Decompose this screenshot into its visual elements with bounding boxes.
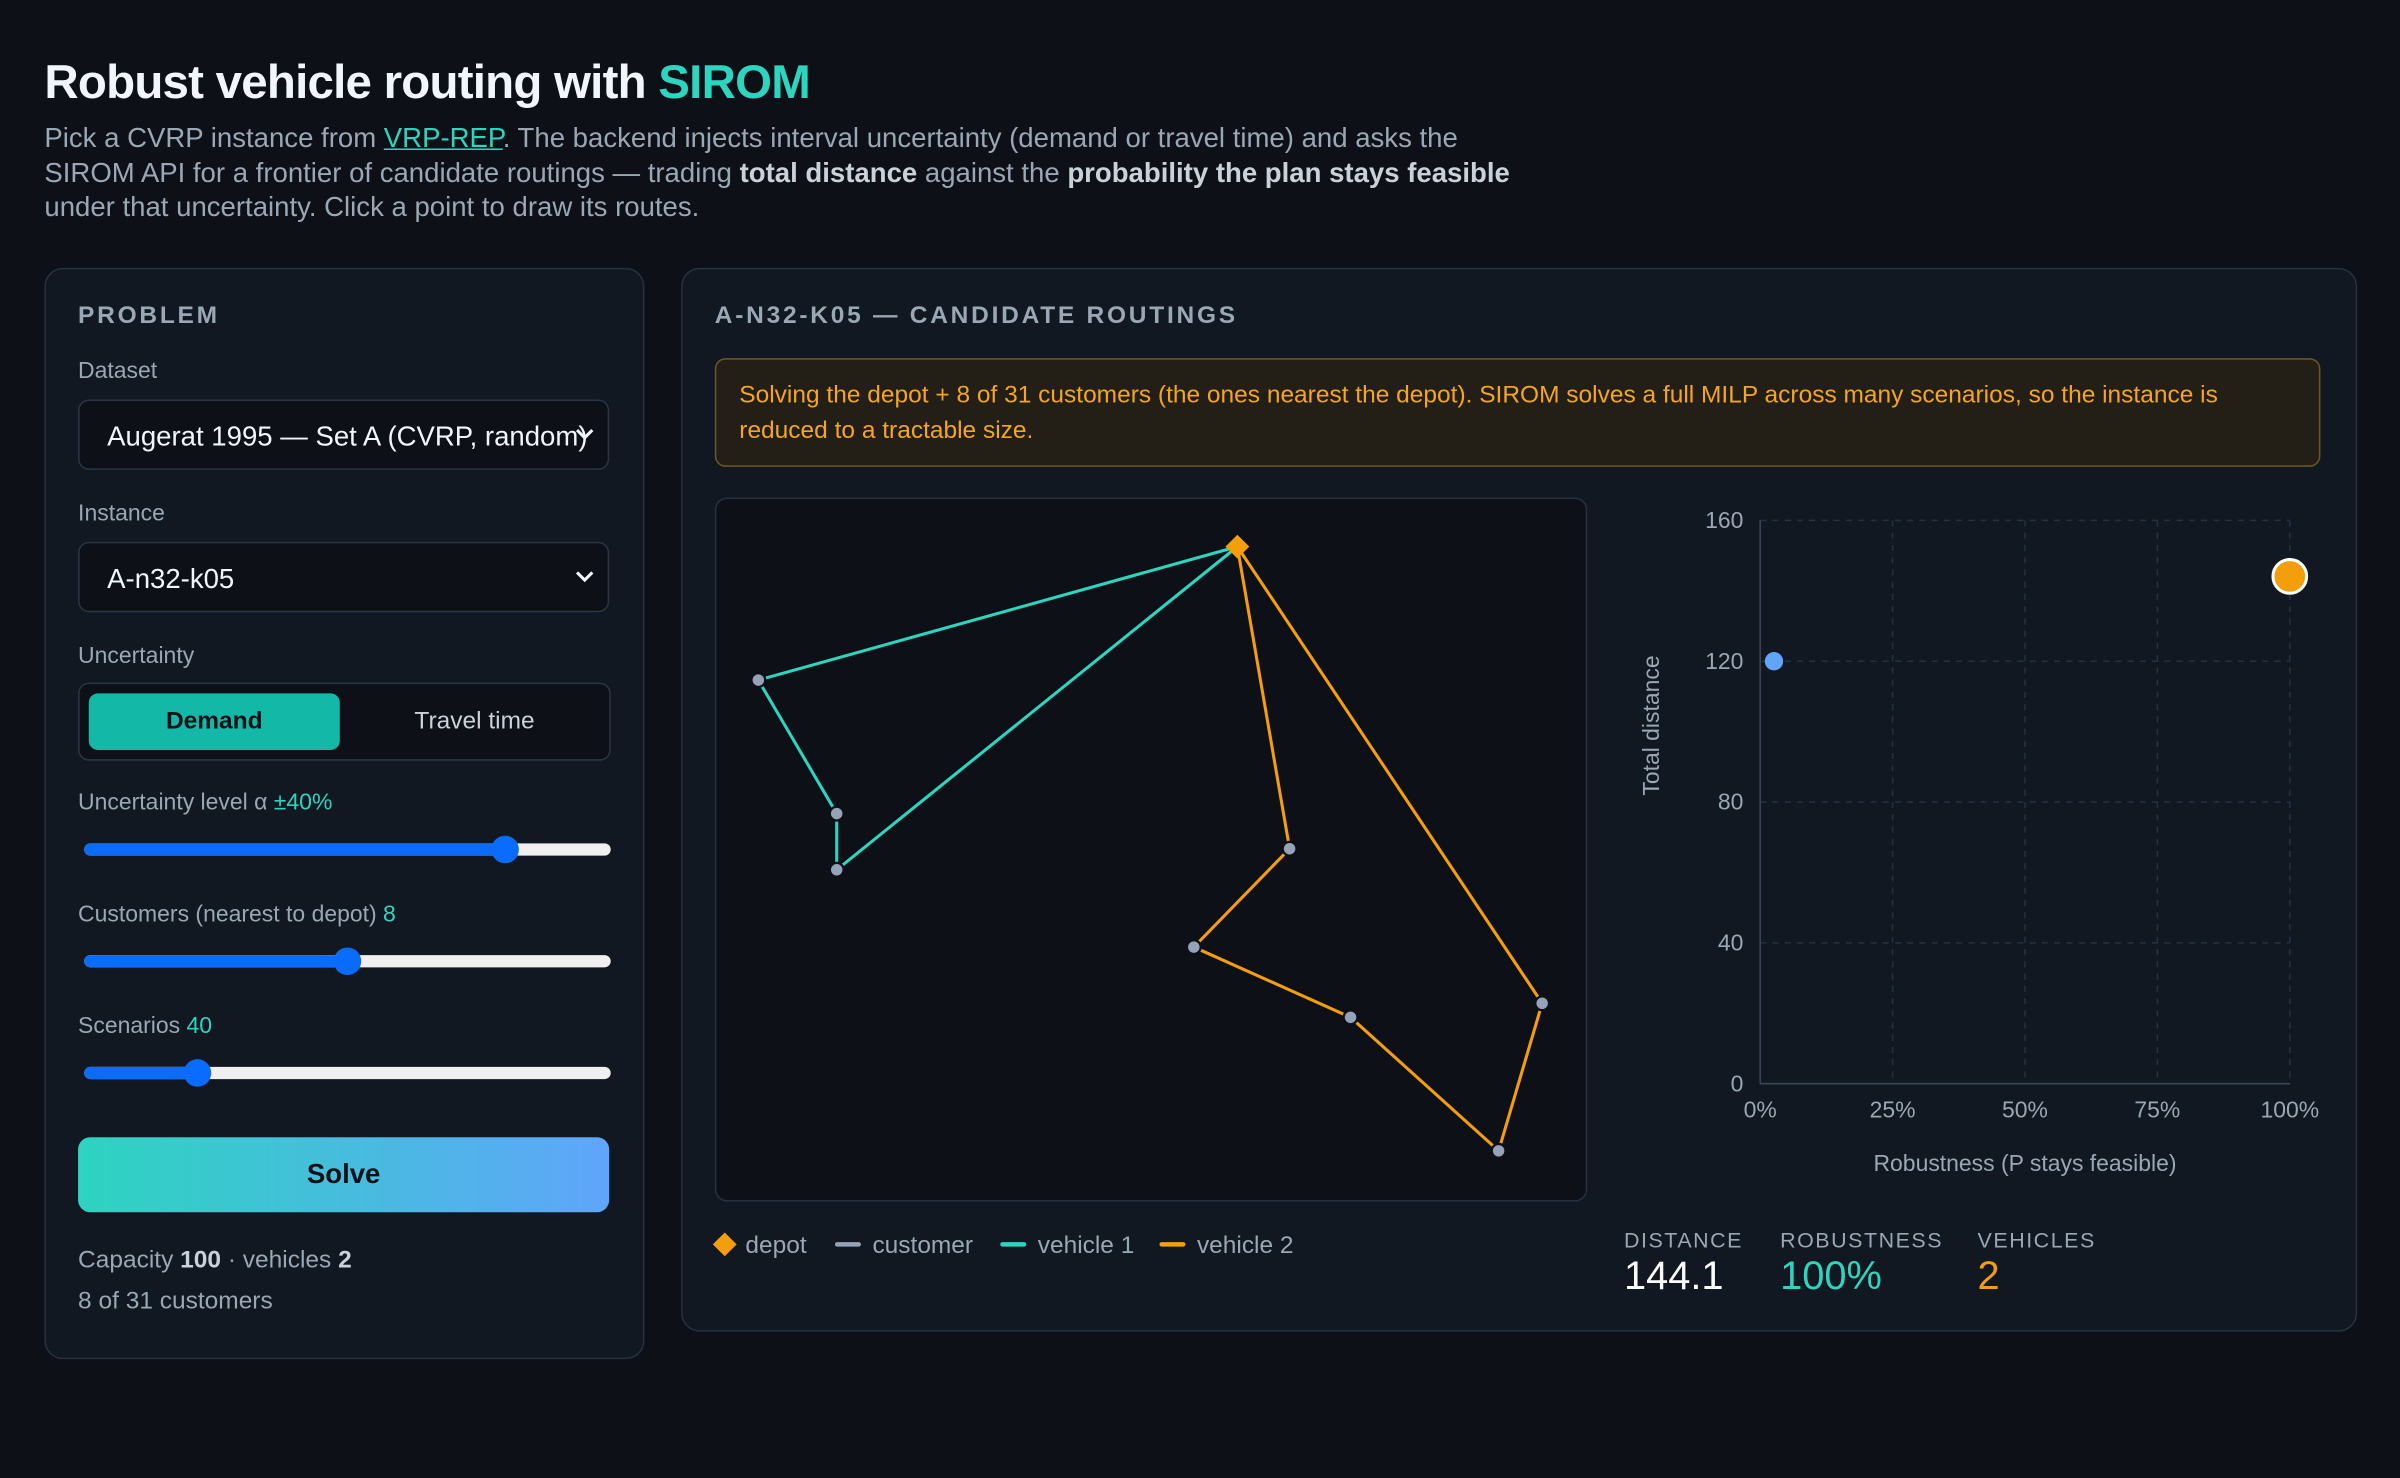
point[interactable] xyxy=(1764,652,1784,671)
summary: Capacity 100 · vehicles 2 xyxy=(78,1247,352,1275)
solve-button[interactable]: Solve xyxy=(78,1137,610,1213)
intro-bold: total distance xyxy=(739,156,918,188)
uncertainty-toggle: Demand Travel time xyxy=(78,682,611,761)
stat-label: ROBUSTNESS xyxy=(1780,1227,1944,1253)
x-tick-label: 75% xyxy=(2134,1096,2180,1122)
legend-label: depot xyxy=(745,1232,806,1259)
legend-label: vehicle 2 xyxy=(1197,1232,1294,1259)
route-line xyxy=(1191,545,1544,1154)
panel-heading: PROBLEM xyxy=(78,303,220,330)
panel-heading: A-N32-K05 — CANDIDATE ROUTINGS xyxy=(714,303,1238,330)
slider-fill xyxy=(84,1066,197,1080)
label-text: Customers (nearest to depot) xyxy=(78,901,384,928)
customer xyxy=(828,861,845,878)
slider-track[interactable] xyxy=(84,947,611,975)
label-text: Scenarios xyxy=(78,1013,187,1040)
customer xyxy=(1534,995,1551,1012)
select-value: A-n32-k05 xyxy=(107,563,235,594)
instance-select[interactable]: A-n32-k05 xyxy=(78,541,610,613)
slider-thumb[interactable] xyxy=(333,947,362,975)
chevron xyxy=(575,429,594,440)
field-label: Instance xyxy=(78,500,165,527)
stat-value: 2 xyxy=(1977,1252,2000,1298)
chevron xyxy=(575,571,594,583)
legend-label: customer xyxy=(872,1232,973,1259)
customer xyxy=(1490,1142,1507,1159)
x-tick-label: 50% xyxy=(2002,1096,2048,1122)
title-highlight: SIROM xyxy=(658,55,811,109)
toggle-option[interactable]: Travel time xyxy=(414,708,535,735)
legend-depot xyxy=(712,1232,737,1257)
slider-label: Customers (nearest to depot) 8 xyxy=(78,902,396,928)
stat-value: 100% xyxy=(1780,1252,1882,1298)
customer xyxy=(828,805,845,822)
x-tick-label: 100% xyxy=(2260,1096,2319,1122)
slider-fill xyxy=(84,955,348,968)
x-tick-label: 0% xyxy=(1744,1096,1777,1122)
intro-text: . The backend injects interval uncertain… xyxy=(44,122,1458,188)
slider-label: Scenarios 40 xyxy=(78,1013,212,1039)
intro-text: under that uncertainty. Click a point to… xyxy=(44,191,700,222)
slider-value: ±40% xyxy=(273,789,333,816)
link[interactable]: VRP-REP xyxy=(383,122,503,154)
slider-track[interactable] xyxy=(84,1059,611,1087)
stat-label: VEHICLES xyxy=(1977,1227,2096,1253)
slider-fill xyxy=(84,843,506,856)
intro: Pick a CVRP instance from VRP-REP. The b… xyxy=(44,121,1544,224)
stat-value: 144.1 xyxy=(1623,1252,1724,1298)
page-title: Robust vehicle routing with SIROM xyxy=(44,55,810,110)
toggle-option[interactable]: Demand xyxy=(88,693,340,750)
capacity: 100 xyxy=(180,1247,222,1274)
y-tick-label: 80 xyxy=(1718,789,1744,815)
y-tick-label: 40 xyxy=(1718,930,1744,956)
slider-thumb[interactable] xyxy=(491,835,520,864)
customer xyxy=(1342,1009,1359,1026)
slider-thumb[interactable] xyxy=(183,1059,211,1087)
select-value: Augerat 1995 — Set A (CVRP, random) xyxy=(107,420,588,452)
field-label: Uncertainty xyxy=(78,642,195,669)
stat-label: DISTANCE xyxy=(1623,1227,1743,1253)
summary-text: · vehicles xyxy=(221,1247,339,1274)
route-line xyxy=(756,545,1239,874)
y-tick-label: 0 xyxy=(1731,1070,1744,1096)
y-tick-label: 120 xyxy=(1705,648,1743,674)
intro-text: against the xyxy=(917,156,1068,188)
intro-text: Pick a CVRP instance from xyxy=(44,122,384,154)
notice: Solving the depot + 8 of 31 customers (t… xyxy=(714,358,2321,467)
customers-line: 8 of 31 customers xyxy=(78,1288,273,1315)
x-axis-label: Robustness (P stays feasible) xyxy=(1873,1150,2176,1176)
x-tick-label: 25% xyxy=(1870,1096,1916,1122)
vehicles: 2 xyxy=(338,1247,352,1274)
y-axis-label: Total distance xyxy=(1638,655,1664,795)
label-text: Uncertainty level α xyxy=(78,789,274,816)
slider-value: 8 xyxy=(383,901,396,928)
customer xyxy=(1185,939,1202,956)
title-text: Robust vehicle routing with xyxy=(44,55,659,109)
dataset-select[interactable]: Augerat 1995 — Set A (CVRP, random) xyxy=(78,399,610,470)
summary-text: Capacity xyxy=(78,1247,181,1274)
slider-label: Uncertainty level α ±40% xyxy=(78,790,332,816)
point[interactable] xyxy=(2271,558,2309,595)
field-label: Dataset xyxy=(78,358,158,385)
slider-value: 40 xyxy=(186,1013,213,1040)
intro-bold: probability the plan stays feasible xyxy=(1067,156,1510,188)
legend-label: vehicle 1 xyxy=(1038,1232,1135,1259)
slider-track[interactable] xyxy=(84,835,611,864)
customer xyxy=(1281,840,1298,857)
y-tick-label: 160 xyxy=(1705,507,1743,533)
customer xyxy=(750,672,767,689)
